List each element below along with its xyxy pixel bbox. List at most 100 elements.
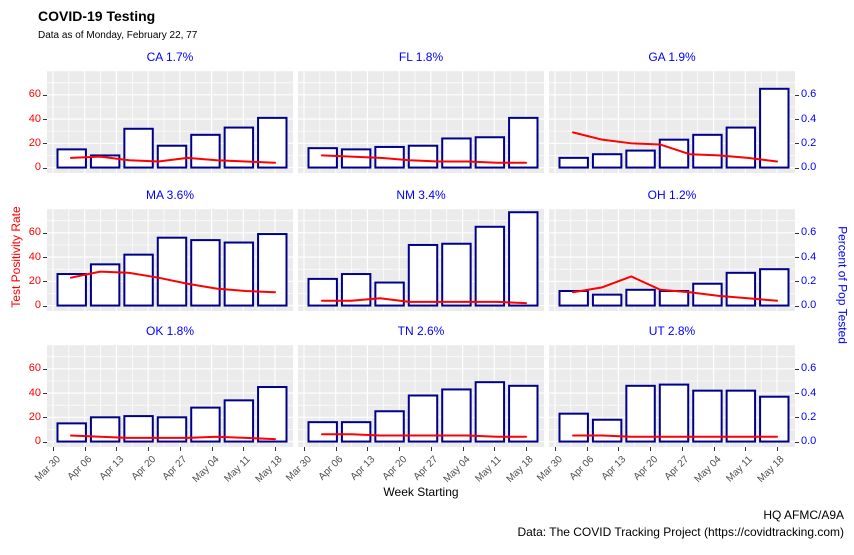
x-tick-label: Apr 27	[412, 454, 441, 483]
right-tick-label: 0.4	[801, 386, 817, 399]
bar-ok-May11	[257, 386, 288, 443]
bar-ma-Mar30	[56, 273, 87, 307]
bar-ca-Apr20	[156, 144, 188, 169]
positivity-line-oh	[572, 275, 778, 302]
facet-title-ma: MA 3.6%	[145, 188, 195, 202]
x-tick-mark	[462, 447, 464, 451]
bar-nm-Apr20	[407, 243, 439, 307]
right-tick-mark	[795, 119, 799, 121]
x-tick-label: May 11	[222, 454, 254, 485]
x-tick-mark	[304, 447, 305, 451]
positivity-line-ca	[70, 155, 276, 164]
bar-ga-Apr27	[692, 133, 723, 169]
bar-ok-Mar30	[56, 422, 87, 443]
facet-title-ut: UT 2.8%	[648, 324, 696, 338]
right-tick-label: 0.2	[801, 410, 817, 423]
bar-ut-Mar30	[558, 412, 589, 443]
x-tick-mark	[53, 447, 54, 451]
x-tick-mark	[84, 447, 86, 451]
right-tick-label: 0.0	[801, 161, 817, 174]
left-tick-label: 40	[28, 250, 41, 263]
facet-title-oh: OH 1.2%	[647, 188, 697, 202]
x-tick-mark	[179, 447, 181, 451]
bar-nm-May04	[474, 225, 506, 307]
x-tick-label: Apr 20	[631, 454, 660, 483]
bar-ga-Mar30	[558, 156, 589, 169]
left-tick-label: 20	[28, 410, 41, 423]
bar-tn-Apr27	[441, 388, 472, 443]
right-tick-mark	[795, 441, 799, 443]
bar-fl-Mar30	[307, 147, 338, 169]
positivity-line-ut	[572, 434, 778, 438]
right-tick-label: 0.6	[801, 226, 817, 239]
right-axis-title: Percent of Pop Tested	[835, 226, 850, 344]
bar-ga-May11	[759, 87, 790, 169]
bar-ca-May11	[257, 116, 288, 169]
right-tick-label: 0.6	[801, 362, 817, 375]
right-tick-mark	[795, 143, 799, 145]
bar-ut-Apr06	[591, 418, 623, 443]
facet-title-tn: TN 2.6%	[397, 324, 445, 338]
facet-panel-tn	[298, 344, 544, 447]
left-tick-mark	[43, 232, 47, 234]
bar-ma-Apr20	[156, 236, 188, 307]
bar-nm-May11	[508, 211, 539, 307]
left-tick-mark	[43, 281, 47, 283]
right-tick-label: 0.0	[801, 299, 817, 312]
x-tick-mark	[650, 447, 652, 451]
left-tick-mark	[43, 417, 47, 419]
chart-title: COVID-19 Testing	[38, 8, 156, 24]
right-tick-mark	[795, 232, 799, 234]
positivity-line-ok	[70, 434, 276, 441]
x-tick-label: Apr 20	[129, 454, 158, 483]
left-tick-label: 40	[28, 112, 41, 125]
bar-tn-Apr20	[407, 394, 439, 443]
x-tick-mark	[211, 447, 213, 451]
bar-ga-May04	[725, 126, 757, 169]
x-tick-mark	[555, 447, 556, 451]
bar-ut-May11	[759, 395, 790, 443]
facet-title-ok: OK 1.8%	[145, 324, 195, 338]
x-tick-mark	[367, 447, 369, 451]
x-tick-mark	[399, 447, 401, 451]
facet-panel-oh	[549, 208, 795, 311]
right-tick-label: 0.6	[801, 88, 817, 101]
x-tick-mark	[335, 447, 337, 451]
bar-fl-May11	[508, 116, 539, 169]
bar-fl-Apr06	[340, 148, 372, 169]
left-tick-mark	[43, 393, 47, 395]
x-tick-label: May 18	[253, 454, 285, 485]
left-tick-mark	[43, 94, 47, 96]
bar-ma-May11	[257, 233, 288, 307]
right-tick-label: 0.2	[801, 136, 817, 149]
right-tick-mark	[795, 393, 799, 395]
bar-nm-Apr27	[441, 242, 472, 307]
x-tick-label: May 18	[755, 454, 787, 485]
facet-panel-ok	[47, 344, 293, 447]
bar-oh-May04	[725, 271, 757, 307]
bar-tn-Mar30	[307, 421, 338, 443]
x-tick-mark	[745, 447, 747, 451]
x-tick-label: May 04	[441, 454, 473, 485]
left-tick-label: 0	[34, 299, 41, 312]
left-tick-mark	[43, 368, 47, 370]
left-tick-label: 60	[28, 226, 41, 239]
left-tick-mark	[43, 305, 47, 307]
bar-ga-Apr20	[658, 138, 690, 169]
bar-ga-Apr06	[591, 153, 623, 169]
bar-ca-Apr27	[190, 133, 221, 169]
x-tick-label: Apr 27	[161, 454, 190, 483]
right-tick-mark	[795, 281, 799, 283]
x-tick-label: Mar 30	[32, 454, 63, 484]
left-tick-mark	[43, 441, 47, 443]
x-axis-title: Week Starting	[383, 485, 459, 499]
positivity-line-ma	[70, 270, 276, 294]
left-tick-label: 40	[28, 386, 41, 399]
right-tick-label: 0.0	[801, 435, 817, 448]
x-tick-label: May 04	[190, 454, 222, 485]
bar-ma-May04	[223, 241, 255, 307]
facet-panel-ga	[549, 70, 795, 173]
facet-title-nm: NM 3.4%	[396, 188, 446, 202]
x-tick-mark	[494, 447, 496, 451]
x-tick-label: Apr 27	[663, 454, 692, 483]
